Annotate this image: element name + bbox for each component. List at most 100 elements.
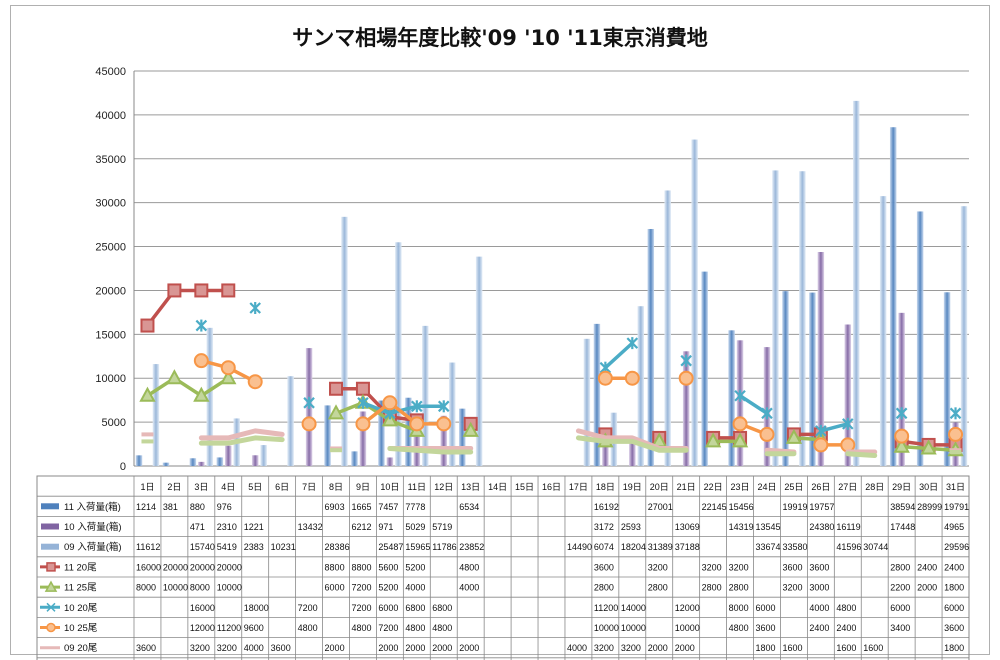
bar [251,455,259,466]
x-tick-label: 18日 [596,482,615,492]
data-label: 1600 [782,643,802,653]
bar [475,256,483,466]
data-label: 5200 [378,583,398,593]
data-label: 6000 [325,583,345,593]
data-point [195,319,208,332]
data-label: 2310 [217,522,237,532]
x-tick-label: 9日 [356,482,370,492]
bar-series [135,100,968,467]
data-label: 7200 [298,603,318,613]
legend-marker [46,622,56,633]
bar [736,340,744,466]
data-label: 2800 [648,583,668,593]
data-label: 13069 [675,522,700,532]
legend-label: 11 入荷量(箱) [64,501,121,513]
x-tick-label: 10日 [380,482,399,492]
data-label: 3200 [217,643,237,653]
data-point [139,386,156,402]
data-label: 10000 [621,623,646,633]
data-label: 4000 [244,643,264,653]
bar [629,443,636,466]
bar [817,251,825,466]
data-point [597,370,613,386]
data-point [329,381,344,396]
x-tick-label: 28日 [865,482,884,492]
data-label: 15740 [190,542,215,552]
data-point [301,416,317,432]
data-table: 1日 2日 3日 4日 5日 6日 7日 8日 9日 10日 11日 12日 13日 14日 15日 16日 1… [36,475,970,660]
data-label: 4800 [836,603,856,613]
data-label: 11786 [432,542,456,552]
data-point [624,370,640,386]
data-label: 5200 [405,562,425,572]
x-tick-label: 15日 [515,482,534,492]
x-tick-label: 3日 [194,482,208,492]
data-label: 2800 [702,583,722,593]
series-line [845,451,878,458]
data-label: 20000 [217,562,242,572]
data-label: 16192 [594,502,619,512]
bar [386,457,394,466]
data-label: 16000 [136,562,161,572]
data-point [734,389,746,402]
data-point [842,417,854,430]
x-tick-label: 8日 [329,482,343,492]
data-label: 6000 [890,603,910,613]
data-point [381,411,399,427]
bar [647,228,655,466]
data-label: 16000 [190,603,215,613]
x-tick-label: 4日 [221,482,235,492]
bar [701,271,708,466]
x-tick-label: 13日 [461,482,480,492]
data-point [732,416,748,432]
data-label: 19919 [782,502,807,512]
y-gridlines [134,70,969,467]
data-label: 3400 [890,623,910,633]
x-tick-label: 12日 [434,482,453,492]
y-tick-label: 15000 [95,329,126,341]
data-label: 2593 [621,522,641,532]
series-line [198,428,285,441]
data-point [194,283,209,298]
data-label: 2000 [675,643,695,653]
bar [602,438,609,466]
data-label: 8000 [136,583,156,593]
bar [359,411,367,466]
bar [763,347,771,466]
data-label: 3200 [648,562,668,572]
data-point [813,437,829,453]
data-label: 11200 [594,603,618,613]
legend-label: 11 25尾 [64,583,97,594]
data-point [166,369,183,385]
data-label: 8800 [325,562,345,572]
data-label: 10000 [594,623,619,633]
bar [448,362,456,466]
bar [772,170,779,466]
data-label: 2800 [890,562,910,572]
data-label: 1800 [944,643,964,653]
legend-key [41,543,59,550]
data-label: 10231 [271,542,296,552]
legend-marker [44,580,58,592]
x-tick-label: 23日 [731,482,750,492]
data-point [167,283,182,298]
data-label: 2800 [729,583,749,593]
data-label: 1800 [756,643,776,653]
data-label: 10000 [217,583,242,593]
x-tick-label: 6日 [275,482,289,492]
x-tick-label: 29日 [892,482,911,492]
data-point [893,437,910,453]
data-label: 14319 [729,522,754,532]
data-label: 4800 [298,623,318,633]
data-point [920,439,937,455]
data-label: 7778 [405,502,425,512]
bar [260,445,267,466]
data-point [895,407,908,420]
data-label: 6074 [594,542,614,552]
y-tick-label: 40000 [95,110,126,122]
legend-label: 10 入荷量(箱) [64,521,122,533]
data-label: 6800 [405,603,425,613]
data-label: 2400 [836,623,856,633]
bar [879,196,887,467]
data-label: 6000 [756,603,776,613]
